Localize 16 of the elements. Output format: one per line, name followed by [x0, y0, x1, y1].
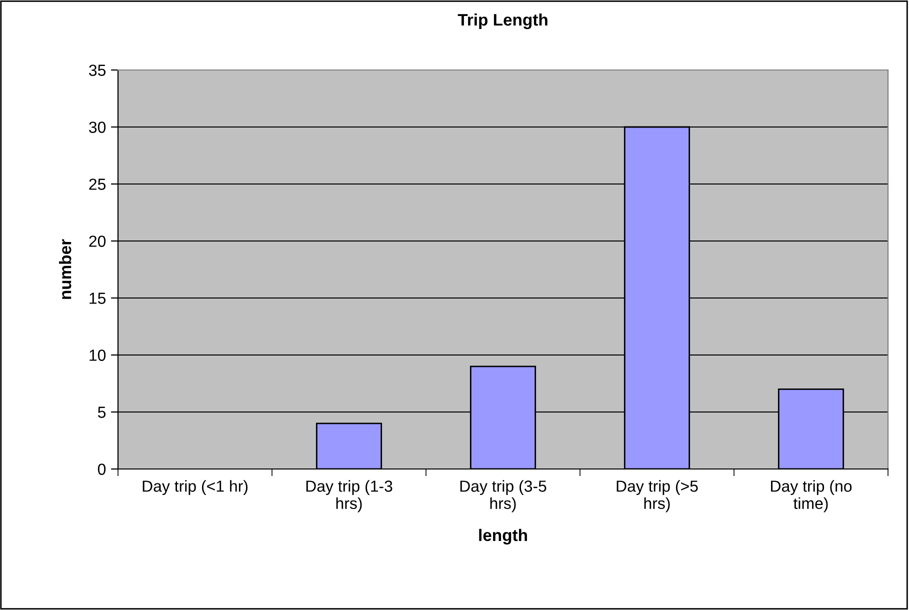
x-tick-label: Day trip (<1 hr): [142, 480, 248, 495]
x-axis-title: length: [479, 528, 527, 544]
y-tick-label: 0: [98, 464, 106, 475]
y-tick-label: 15: [90, 292, 106, 304]
y-axis-title: number: [59, 239, 72, 299]
x-tick-label: Day trip (1-3 hrs): [306, 480, 392, 512]
y-tick-label: 20: [89, 236, 106, 247]
y-tick-label: 25: [89, 178, 106, 190]
y-tick-label: 35: [89, 64, 106, 76]
y-tick-label: 10: [90, 350, 106, 361]
x-tick-label: Day trip (3-5 hrs): [460, 480, 546, 512]
y-tick-label: 30: [89, 122, 106, 133]
x-tick-label: Day trip (>5 hrs): [616, 480, 698, 512]
x-tick-label: Day trip (no time): [771, 480, 852, 512]
y-tick-label: 5: [98, 406, 106, 418]
chart-title: Trip Length: [458, 13, 548, 30]
